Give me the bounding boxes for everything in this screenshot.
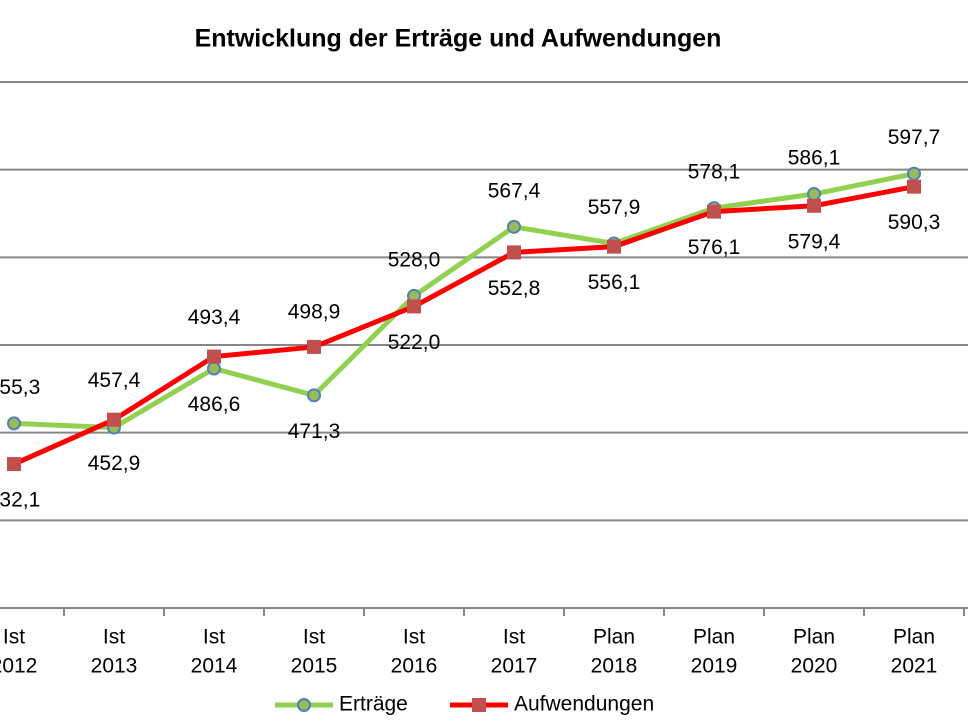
x-tick-label: Ist <box>303 626 325 649</box>
marker <box>207 361 221 376</box>
marker <box>507 245 521 260</box>
data-label: 567,4 <box>488 179 541 202</box>
chart-title: Entwicklung der Erträge und Aufwendungen <box>195 25 722 53</box>
x-tick-label: 2020 <box>791 655 838 678</box>
data-label: 528,0 <box>388 248 441 271</box>
marker <box>907 179 921 194</box>
data-label: 452,9 <box>88 452 141 475</box>
data-label: 590,3 <box>888 211 941 234</box>
x-tick-label: 2018 <box>591 655 638 678</box>
marker <box>707 204 721 219</box>
data-label: 455,3 <box>0 376 40 399</box>
marker <box>307 388 321 403</box>
data-label: 498,9 <box>288 300 341 323</box>
marker <box>207 349 221 364</box>
marker <box>407 299 421 314</box>
x-tick-label: Ist <box>3 626 25 649</box>
marker <box>807 187 821 202</box>
data-label: 486,6 <box>188 393 241 416</box>
x-tick-label: 2014 <box>191 655 238 678</box>
marker <box>807 198 821 213</box>
data-label: 579,4 <box>788 230 841 253</box>
data-label: 522,0 <box>388 331 441 354</box>
data-label: 597,7 <box>888 126 941 149</box>
data-label: 457,4 <box>88 369 141 392</box>
data-label: 471,3 <box>288 420 341 443</box>
data-label: 578,1 <box>688 161 741 184</box>
marker <box>507 219 521 234</box>
marker <box>307 339 321 354</box>
x-tick-label: Ist <box>103 626 125 649</box>
data-label: 432,1 <box>0 489 40 512</box>
x-tick-label: 2016 <box>391 655 438 678</box>
x-tick-label: Plan <box>593 626 635 649</box>
marker <box>607 239 621 254</box>
marker <box>7 457 21 472</box>
data-label: 552,8 <box>488 277 541 300</box>
series-line <box>12 184 915 467</box>
marker <box>107 412 121 427</box>
x-tick-label: Ist <box>403 626 425 649</box>
x-tick-label: Plan <box>693 626 735 649</box>
x-tick-label: Plan <box>793 626 835 649</box>
legend-label: Erträge <box>339 693 408 716</box>
x-tick-label: 2019 <box>691 655 738 678</box>
x-tick-label: 2013 <box>91 655 138 678</box>
data-label: 586,1 <box>788 147 841 170</box>
x-tick-label: Plan <box>893 626 935 649</box>
legend-marker <box>297 698 311 712</box>
x-tick-label: Ist <box>503 626 525 649</box>
x-tick-label: Ist <box>203 626 225 649</box>
data-label: 493,4 <box>188 306 241 329</box>
x-tick-label: 2021 <box>891 655 938 678</box>
x-tick-label: 2017 <box>491 655 538 678</box>
x-tick-label: 2012 <box>0 655 37 678</box>
data-label: 557,9 <box>588 196 641 219</box>
data-label: 556,1 <box>588 271 641 294</box>
marker <box>7 416 21 431</box>
x-tick-label: 2015 <box>291 655 338 678</box>
marker <box>907 166 921 181</box>
legend-label: Aufwendungen <box>514 693 654 716</box>
series-line <box>13 171 915 431</box>
legend-marker <box>472 698 486 712</box>
data-label: 576,1 <box>688 236 741 259</box>
